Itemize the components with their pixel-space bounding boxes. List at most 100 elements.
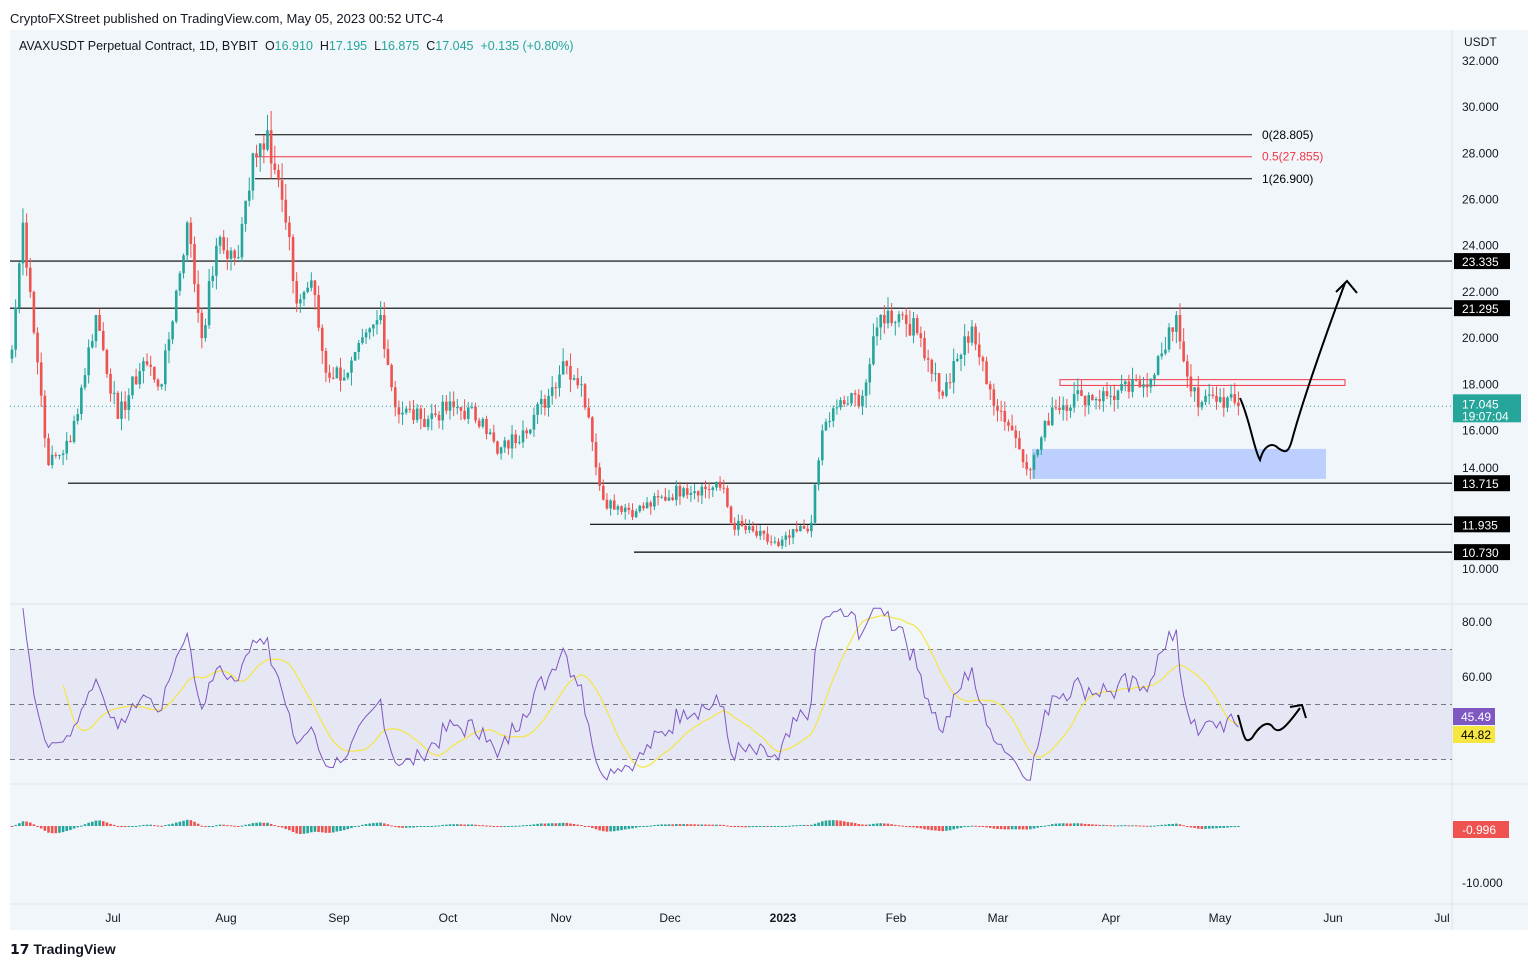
candle-body bbox=[1120, 384, 1123, 391]
candle-body bbox=[94, 314, 98, 342]
level-price-badge bbox=[1454, 253, 1510, 270]
rsi-tick-label: 80.00 bbox=[1462, 615, 1492, 629]
macd-histogram-bar bbox=[773, 826, 777, 827]
macd-histogram-bar bbox=[718, 824, 722, 826]
candle-body bbox=[50, 454, 54, 466]
candle-body bbox=[861, 395, 864, 407]
macd-histogram-bar bbox=[83, 824, 87, 826]
level-price-label: 23.335 bbox=[1462, 255, 1499, 269]
macd-histogram-bar bbox=[269, 823, 273, 826]
demand-zone bbox=[1032, 448, 1326, 479]
x-tick-label: Nov bbox=[550, 911, 571, 925]
chart-frame[interactable] bbox=[10, 30, 1528, 930]
macd-histogram-bar bbox=[131, 826, 134, 827]
macd-histogram-bar bbox=[1120, 825, 1123, 827]
macd-histogram-bar bbox=[642, 826, 645, 827]
candle-body bbox=[1076, 390, 1080, 395]
rsi-ma-badge bbox=[1453, 726, 1495, 743]
macd-histogram-bar bbox=[295, 826, 298, 834]
macd-histogram-bar bbox=[335, 826, 339, 832]
candle-body bbox=[288, 222, 291, 238]
candle-body bbox=[864, 382, 868, 396]
candle-body bbox=[799, 526, 802, 532]
macd-histogram-bar bbox=[277, 826, 280, 827]
level-price-label: 10.730 bbox=[1462, 546, 1499, 560]
macd-histogram-bar bbox=[795, 825, 799, 827]
macd-histogram-bar bbox=[58, 826, 61, 833]
candle-body bbox=[886, 310, 890, 324]
macd-histogram-bar bbox=[883, 823, 886, 826]
macd-histogram-bar bbox=[1171, 823, 1174, 826]
macd-tick-label: -10.000 bbox=[1462, 876, 1503, 890]
macd-histogram-bar bbox=[744, 826, 747, 828]
candle-body bbox=[277, 169, 280, 181]
symbol-name[interactable]: AVAXUSDT Perpetual Contract, 1D, BYBIT bbox=[19, 39, 258, 53]
projection-path bbox=[1239, 282, 1346, 463]
y-tick-label: 14.000 bbox=[1462, 461, 1499, 475]
rsi-projection-path bbox=[1237, 707, 1301, 742]
candle-body bbox=[901, 314, 904, 316]
macd-histogram-bar bbox=[945, 826, 948, 831]
macd-histogram-bar bbox=[1211, 826, 1215, 829]
macd-histogram-bar bbox=[572, 823, 576, 826]
candle-body bbox=[1211, 394, 1215, 396]
macd-histogram-bar bbox=[518, 825, 521, 827]
last-price-badge bbox=[1453, 394, 1521, 423]
candle-body bbox=[507, 440, 510, 449]
candle-body bbox=[1142, 384, 1145, 388]
candle-body bbox=[755, 531, 758, 536]
macd-histogram-bar bbox=[1072, 823, 1076, 826]
candle-body bbox=[806, 528, 809, 532]
macd-histogram-bar bbox=[952, 826, 955, 830]
macd-histogram-bar bbox=[14, 824, 17, 826]
macd-histogram-bar bbox=[207, 826, 211, 827]
macd-histogram-bar bbox=[1200, 826, 1204, 830]
candle-body bbox=[1127, 381, 1131, 392]
candle-body bbox=[211, 275, 215, 282]
candle-body bbox=[1186, 361, 1189, 377]
macd-histogram-bar bbox=[569, 823, 572, 826]
candle-body bbox=[1204, 395, 1207, 403]
y-tick-label: 32.000 bbox=[1462, 54, 1499, 68]
macd-histogram-bar bbox=[10, 826, 14, 827]
tradingview-logo[interactable]: 𝟭𝟳 TradingView bbox=[10, 941, 116, 958]
macd-histogram-bar bbox=[105, 822, 109, 826]
candle-body bbox=[237, 257, 240, 259]
candle-body bbox=[1218, 397, 1222, 402]
macd-histogram-bar bbox=[204, 826, 207, 827]
macd-histogram-bar bbox=[908, 826, 912, 828]
macd-histogram-bar bbox=[434, 825, 437, 827]
macd-histogram-bar bbox=[1149, 825, 1153, 827]
macd-histogram-bar bbox=[623, 826, 627, 830]
y-tick-label: 22.000 bbox=[1462, 285, 1499, 299]
macd-histogram-bar bbox=[853, 823, 857, 826]
candle-body bbox=[1156, 356, 1160, 375]
macd-histogram-bar bbox=[247, 824, 251, 826]
candle-body bbox=[153, 366, 156, 380]
candle-body bbox=[171, 321, 174, 340]
macd-histogram-bar bbox=[193, 821, 196, 826]
candle-body bbox=[594, 441, 598, 468]
macd-histogram-bar bbox=[591, 826, 594, 829]
close-label: C bbox=[426, 39, 436, 53]
macd-histogram-bar bbox=[1032, 826, 1036, 829]
fib-label: 0.5(27.855) bbox=[1262, 150, 1323, 164]
macd-histogram-bar bbox=[215, 825, 218, 827]
macd-histogram-bar bbox=[153, 825, 156, 827]
candle-body bbox=[937, 373, 941, 392]
candle-body bbox=[671, 497, 674, 500]
candle-body bbox=[233, 250, 236, 259]
macd-histogram-bar bbox=[521, 825, 525, 827]
macd-histogram-bar bbox=[1218, 826, 1222, 828]
candle-body bbox=[361, 337, 364, 344]
macd-histogram-bar bbox=[1036, 826, 1039, 828]
candle-body bbox=[813, 484, 817, 523]
macd-histogram-bar bbox=[368, 823, 371, 826]
macd-histogram-bar bbox=[799, 824, 802, 826]
candle-body bbox=[565, 361, 569, 367]
macd-histogram-bar bbox=[904, 826, 908, 827]
macd-histogram-bar bbox=[941, 826, 945, 832]
macd-histogram-bar bbox=[127, 826, 131, 827]
candle-body bbox=[266, 130, 269, 150]
